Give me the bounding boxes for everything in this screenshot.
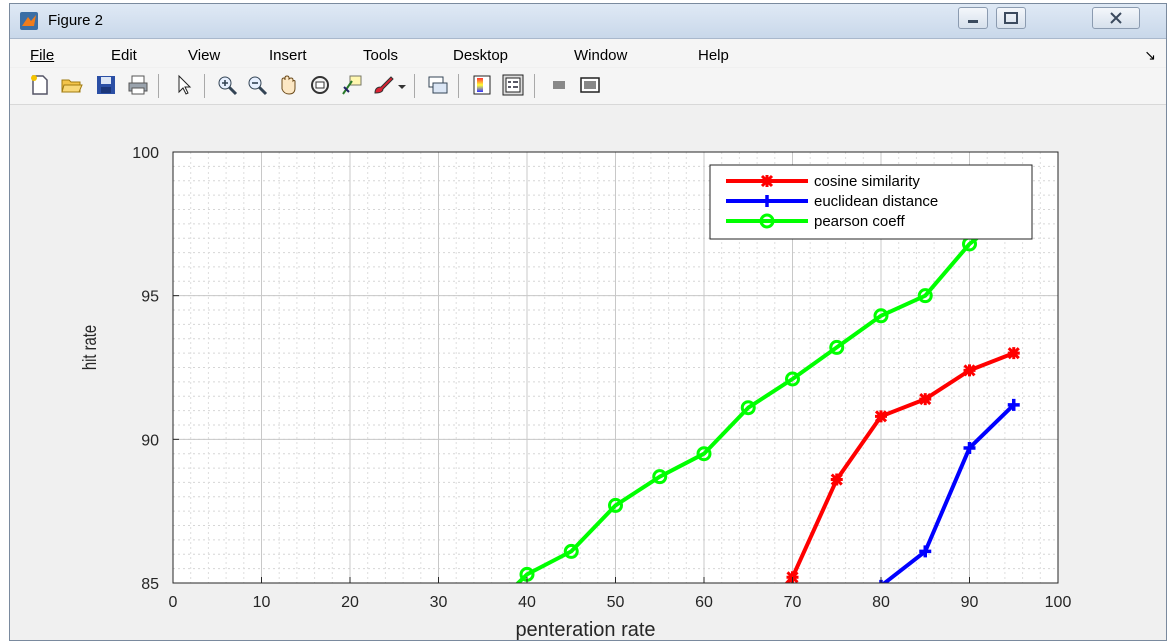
maximize-icon [1004, 12, 1018, 24]
legend-icon[interactable] [501, 73, 525, 97]
x-tick-label: 90 [961, 594, 979, 611]
show-plot-tools-icon[interactable] [578, 73, 602, 97]
zoom-out-icon[interactable] [245, 73, 269, 97]
data-point [1007, 398, 1020, 411]
menu-bar: File Edit View Insert Tools Desktop Wind… [10, 39, 1166, 67]
legend-label: euclidean distance [814, 193, 938, 210]
figure-window: Figure 2 File Edit View Insert Tools Des… [9, 3, 1167, 641]
data-point [477, 611, 489, 623]
pointer-icon[interactable] [172, 73, 196, 97]
data-point [831, 629, 843, 640]
x-tick-label: 50 [607, 594, 625, 611]
data-point [917, 288, 933, 304]
menu-view[interactable]: View [188, 47, 221, 64]
series-line [515, 207, 1015, 583]
x-tick-label: 20 [341, 594, 359, 611]
pan-icon[interactable] [276, 73, 300, 97]
data-point [696, 446, 712, 462]
x-tick-label: 100 [1045, 594, 1072, 611]
x-tick-label: 10 [253, 594, 271, 611]
data-point [608, 497, 623, 513]
data-point [874, 410, 888, 423]
menu-tools[interactable]: Tools [363, 47, 399, 64]
open-file-icon[interactable] [60, 73, 84, 97]
menu-desktop[interactable]: Desktop [453, 47, 509, 64]
link-plot-icon[interactable] [426, 73, 450, 97]
figure-canvas: 0 10 20 30 40 50 60 70 80 90 100 85 90 95 100 penterati… [10, 105, 1166, 640]
menu-help[interactable]: Help [698, 47, 729, 64]
close-icon [1110, 12, 1122, 24]
maximize-button[interactable] [996, 7, 1026, 29]
data-point [829, 339, 845, 355]
data-point [830, 473, 843, 486]
data-point [919, 545, 932, 558]
rotate-3d-icon[interactable] [308, 73, 332, 97]
close-button[interactable] [1092, 7, 1140, 29]
x-tick-label: 70 [784, 594, 802, 611]
dock-arrow-icon[interactable]: ↘ [1144, 47, 1156, 63]
minimize-button[interactable] [958, 7, 988, 29]
x-axis-label: penteration rate [515, 619, 655, 640]
data-point [963, 364, 976, 377]
x-tick-label: 0 [169, 594, 178, 611]
x-tick-label: 30 [430, 594, 448, 611]
data-point [963, 441, 976, 454]
legend-marker [759, 213, 775, 229]
window-title: Figure 2 [48, 12, 104, 29]
x-tick-label: 60 [695, 594, 713, 611]
data-cursor-icon[interactable] [340, 73, 364, 97]
data-point [652, 469, 668, 485]
data-point [1007, 347, 1020, 360]
x-tick-label: 80 [872, 594, 890, 611]
y-tick-label: 90 [141, 432, 159, 449]
menu-insert[interactable]: Insert [269, 47, 307, 64]
brush-icon[interactable] [371, 73, 395, 97]
hide-plot-tools-icon[interactable] [547, 73, 571, 97]
legend-marker [760, 174, 774, 188]
x-tick-label: 40 [518, 594, 536, 611]
y-axis-label: hit rate [79, 325, 100, 370]
y-tick-label: 95 [141, 289, 159, 306]
minimize-icon [968, 20, 978, 23]
title-bar[interactable]: Figure 2 [10, 4, 1166, 39]
data-point [742, 620, 754, 632]
data-point [919, 393, 932, 406]
data-point [873, 308, 889, 324]
brush-dropdown-icon[interactable] [396, 73, 408, 97]
toolbar [10, 68, 1166, 105]
menu-window[interactable]: Window [574, 47, 628, 64]
matlab-logo-icon [20, 12, 38, 30]
save-icon[interactable] [94, 73, 118, 97]
legend-label: pearson coeff [814, 213, 905, 230]
data-point [740, 400, 756, 416]
colorbar-icon[interactable] [470, 73, 494, 97]
zoom-in-icon[interactable] [215, 73, 239, 97]
y-tick-label: 100 [132, 145, 159, 162]
y-tick-label: 85 [141, 576, 159, 593]
menu-file[interactable]: File [30, 47, 55, 64]
series-1 [831, 398, 1020, 640]
menu-edit[interactable]: Edit [111, 47, 137, 64]
new-figure-icon[interactable] [28, 73, 52, 97]
legend-marker [761, 195, 773, 207]
data-point [563, 543, 579, 559]
legend-label: cosine similarity [814, 173, 920, 190]
line-chart: 0 10 20 30 40 50 60 70 80 90 100 85 90 95 100 penterati… [79, 145, 1072, 640]
print-icon[interactable] [126, 73, 150, 97]
data-point [785, 371, 800, 387]
